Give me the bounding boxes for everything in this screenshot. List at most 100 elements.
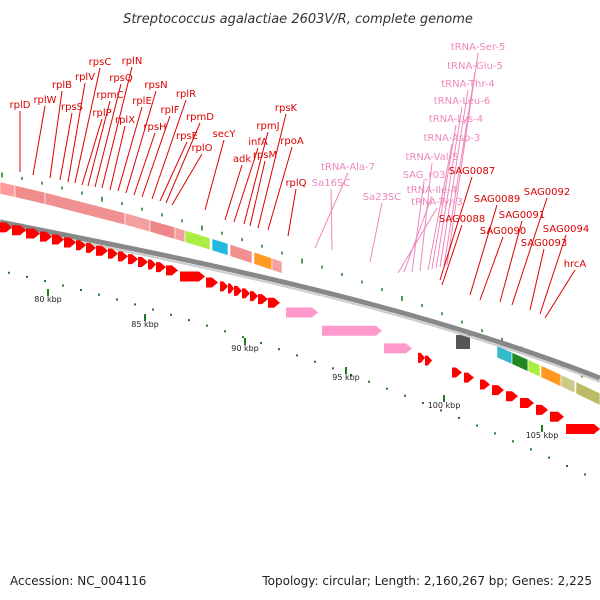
leader-line bbox=[243, 131, 269, 225]
feature-label: tRNA-Ser-5 bbox=[451, 42, 506, 53]
ruler-major-tick bbox=[443, 395, 445, 402]
feature-label: rplN bbox=[122, 56, 143, 67]
leader-line bbox=[125, 90, 157, 194]
feature-label: rplV bbox=[75, 72, 95, 83]
gene-arrow bbox=[268, 297, 280, 308]
feature-label: tRNA-Tyr-3 bbox=[411, 197, 463, 208]
ruler-minor-tick bbox=[440, 409, 442, 412]
feature-label: rplD bbox=[10, 100, 31, 111]
ruler-minor-tick bbox=[98, 293, 100, 296]
feature-label: SAG0087 bbox=[449, 166, 495, 177]
feature-label: rplR bbox=[176, 89, 196, 100]
gene-arrow bbox=[64, 237, 76, 248]
kbp-ruler: 80 kbp 85 kbp 90 kbp 95 kbp 100 kbp 105 kbp bbox=[8, 271, 586, 476]
cog-block bbox=[560, 374, 576, 394]
feature-label: tRNA-Ala-7 bbox=[321, 162, 375, 173]
ruler-major-tick bbox=[541, 425, 543, 432]
leader-line bbox=[419, 162, 433, 272]
topology-text: Topology: circular; Length: 2,160,267 bp… bbox=[262, 574, 592, 588]
ruler-label: 80 kbp bbox=[34, 295, 62, 304]
gene-arrow bbox=[228, 283, 234, 294]
gene-arrow bbox=[480, 379, 490, 390]
feature-label: rpmC bbox=[96, 90, 123, 101]
ruler-minor-tick bbox=[530, 448, 532, 451]
leader-line bbox=[109, 125, 126, 191]
ruler-minor-tick bbox=[8, 271, 10, 274]
gene-arrow bbox=[242, 288, 250, 299]
cog-block bbox=[211, 238, 229, 257]
label-leader-lines bbox=[19, 52, 576, 319]
gene-arrow bbox=[220, 281, 228, 292]
leader-line bbox=[411, 180, 425, 273]
ruler-minor-tick bbox=[314, 360, 316, 363]
leader-line bbox=[439, 89, 469, 268]
feature-label: tRNA-Val-5 bbox=[406, 152, 459, 163]
leader-line bbox=[267, 146, 293, 231]
feature-label: rpsE bbox=[176, 131, 198, 142]
leader-line bbox=[397, 207, 438, 274]
leader-line bbox=[59, 112, 73, 181]
gene-arrow bbox=[12, 225, 26, 236]
feature-label: rplF bbox=[161, 105, 180, 116]
gene-arrow bbox=[26, 228, 40, 239]
leader-line bbox=[171, 153, 203, 206]
ruler-minor-tick bbox=[296, 354, 298, 357]
leader-line bbox=[141, 115, 171, 198]
cog-block bbox=[271, 257, 283, 274]
ruler-minor-tick bbox=[170, 313, 172, 316]
ruler-major-tick bbox=[144, 314, 146, 321]
feature-label: SAG0091 bbox=[499, 210, 545, 221]
leader-line bbox=[233, 147, 259, 223]
ruler-minor-tick bbox=[584, 473, 586, 476]
ruler-minor-tick bbox=[80, 289, 82, 292]
gene-arrow bbox=[418, 352, 425, 363]
feature-label: rpsC bbox=[89, 57, 112, 68]
feature-label: rpmD bbox=[186, 112, 214, 123]
gene-arrow bbox=[108, 248, 118, 259]
cog-block bbox=[456, 335, 470, 350]
gene-arrow bbox=[384, 343, 412, 354]
feature-label: rpoA bbox=[280, 136, 304, 147]
feature-label: secY bbox=[213, 129, 237, 140]
feature-label: tRNA-Thr-4 bbox=[441, 79, 495, 90]
feature-label: rplB bbox=[52, 80, 72, 91]
leader-line bbox=[87, 100, 111, 187]
leader-line bbox=[32, 105, 46, 176]
ruler-minor-tick bbox=[512, 440, 514, 443]
gene-arrow-track bbox=[0, 222, 600, 435]
leader-line bbox=[369, 202, 383, 263]
leader-line bbox=[441, 224, 463, 286]
feature-label: infA bbox=[248, 137, 268, 148]
feature-label: rpsQ bbox=[109, 73, 133, 84]
ruler-label: 85 kbp bbox=[131, 320, 159, 329]
feature-label: SAG0090 bbox=[480, 226, 526, 237]
ruler-label: 95 kbp bbox=[332, 373, 360, 382]
cog-block bbox=[174, 226, 186, 243]
cog-block bbox=[124, 212, 151, 233]
cog-block bbox=[184, 229, 211, 251]
ruler-minor-tick bbox=[566, 464, 568, 467]
cog-block bbox=[575, 381, 600, 406]
leader-line bbox=[403, 195, 433, 273]
feature-label: rpsK bbox=[275, 103, 298, 114]
feature-label: Sa23SC bbox=[363, 192, 402, 203]
feature-label: rplQ bbox=[285, 178, 306, 189]
feature-label: tRNA-Lys-4 bbox=[429, 114, 483, 125]
gene-arrow bbox=[52, 234, 64, 245]
ruler-minor-tick bbox=[422, 402, 424, 405]
ruler-label: 90 kbp bbox=[231, 344, 259, 353]
ruler-minor-tick bbox=[494, 432, 496, 435]
leader-line bbox=[499, 220, 523, 303]
leader-line bbox=[443, 71, 476, 267]
gene-arrow bbox=[452, 367, 462, 378]
ruler-minor-tick bbox=[260, 342, 262, 345]
ruler-minor-tick bbox=[26, 275, 28, 278]
feature-label: rpsM bbox=[253, 150, 277, 161]
leader-line bbox=[539, 234, 567, 315]
gene-arrow bbox=[138, 256, 148, 267]
ruler-major-tick bbox=[244, 338, 246, 345]
gene-arrow bbox=[322, 325, 382, 336]
leader-line bbox=[287, 188, 297, 237]
cog-block bbox=[44, 191, 126, 226]
